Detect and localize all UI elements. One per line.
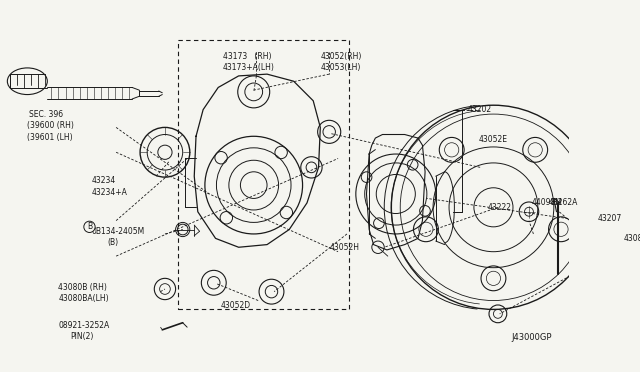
Text: (39601 (LH): (39601 (LH) [28,133,73,142]
Text: 43084: 43084 [624,234,640,243]
Text: (B): (B) [108,238,118,247]
Text: 43080B (RH): 43080B (RH) [58,283,108,292]
Text: PIN(2): PIN(2) [70,333,93,341]
Text: J43000GP: J43000GP [511,333,552,342]
Text: 43173+A(LH): 43173+A(LH) [223,64,275,73]
Text: 43207: 43207 [597,214,621,224]
Text: SEC. 396: SEC. 396 [29,110,63,119]
Text: 43053(LH): 43053(LH) [320,64,361,73]
Text: B: B [87,222,92,231]
Text: 43234+A: 43234+A [92,188,127,197]
Text: 0B134-2405M: 0B134-2405M [92,227,145,236]
Text: (39600 (RH): (39600 (RH) [28,121,74,130]
Text: 43052D: 43052D [221,301,251,310]
Text: 44098M: 44098M [532,198,563,208]
Text: 43222: 43222 [487,203,511,212]
Text: 43052(RH): 43052(RH) [320,52,362,61]
Text: 43173   (RH): 43173 (RH) [223,52,271,61]
Text: 43234: 43234 [92,176,115,185]
Text: 43080BA(LH): 43080BA(LH) [58,294,109,303]
Text: 43202: 43202 [468,105,492,114]
Text: 43052E: 43052E [478,135,508,144]
Text: 43262A: 43262A [548,198,578,208]
Text: 43052H: 43052H [329,243,359,252]
Text: 08921-3252A: 08921-3252A [58,321,109,330]
Bar [179,41,349,310]
